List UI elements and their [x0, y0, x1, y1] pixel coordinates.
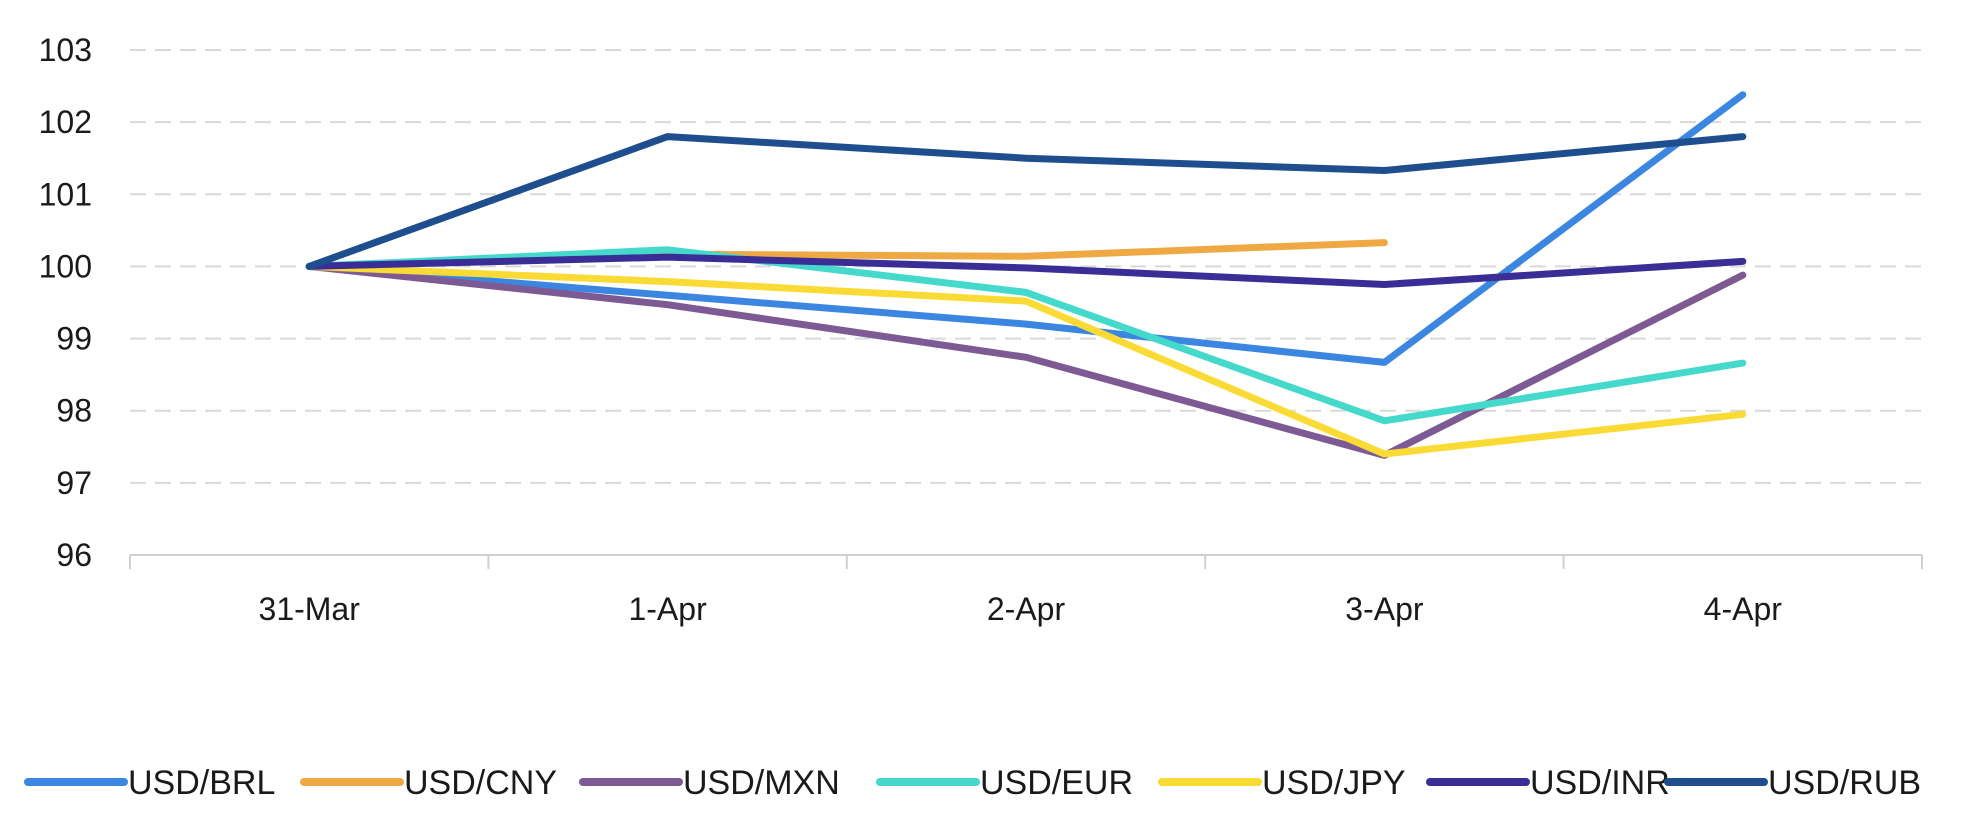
legend-label: USD/CNY: [404, 764, 557, 802]
legend-item: USD/EUR: [876, 764, 1133, 802]
legend: USD/BRL USD/CNY USD/MXN USD/EUR USD/JPY USD/I…: [24, 764, 1921, 802]
series-line-usd-jpy: [305, 262, 1747, 458]
legend-label: USD/INR: [1530, 764, 1670, 802]
x-tick-label: 2-Apr: [987, 591, 1066, 627]
y-tick-label: 101: [39, 176, 92, 212]
series-line-usd-eur: [305, 246, 1747, 425]
x-tick-label: 31-Mar: [259, 591, 361, 627]
legend-item: USD/BRL: [24, 764, 275, 802]
y-tick-label: 103: [39, 32, 92, 68]
legend-label: USD/RUB: [1768, 764, 1921, 802]
x-tick-label: 3-Apr: [1345, 591, 1424, 627]
legend-item: USD/JPY: [1158, 764, 1406, 802]
axes: [129, 554, 1923, 569]
legend-label: USD/BRL: [128, 764, 275, 802]
legend-label: USD/EUR: [980, 764, 1133, 802]
legend-item: USD/INR: [1426, 764, 1670, 802]
series-line-usd-inr: [305, 253, 1747, 288]
y-tick-label: 97: [56, 465, 92, 501]
legend-item: USD/RUB: [1664, 764, 1921, 802]
y-tick-label: 102: [39, 104, 92, 140]
x-tick-label: 4-Apr: [1704, 591, 1783, 627]
y-tick-label: 99: [56, 321, 92, 357]
y-tick-label: 96: [56, 537, 92, 573]
y-tick-label: 100: [39, 248, 92, 284]
legend-item: USD/CNY: [300, 764, 557, 802]
series-line-usd-brl: [305, 91, 1747, 366]
legend-label: USD/JPY: [1262, 764, 1406, 802]
series-lines: [305, 91, 1747, 459]
legend-item: USD/MXN: [579, 764, 840, 802]
x-axis-tick-labels: 31-Mar 1-Apr 2-Apr 3-Apr 4-Apr: [259, 591, 1783, 627]
y-axis-tick-labels: 96 97 98 99 100 101 102 103: [39, 32, 92, 573]
legend-label: USD/MXN: [683, 764, 840, 802]
x-tick-label: 1-Apr: [628, 591, 707, 627]
series-line-usd-mxn: [305, 262, 1747, 459]
y-tick-label: 98: [56, 393, 92, 429]
series-line-usd-rub: [305, 133, 1747, 270]
